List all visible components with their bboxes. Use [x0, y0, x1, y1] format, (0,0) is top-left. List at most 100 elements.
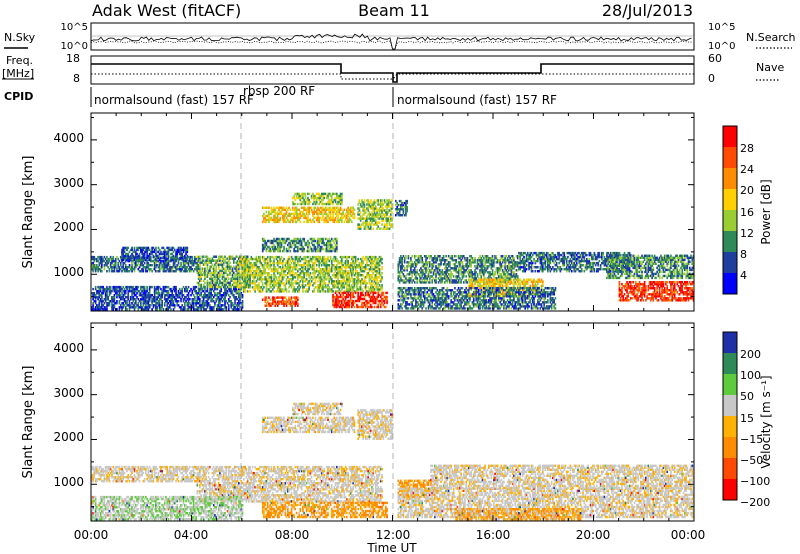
velocity-cbar-tick-neg50: −50: [740, 454, 763, 467]
power-region-6: [261, 206, 356, 224]
cpid-segment-3: normalsound (fast) 157 RF: [397, 93, 557, 107]
nsky-label: N.Sky: [4, 31, 36, 44]
velocity-cbar-swatch-1: [723, 353, 737, 375]
power-region-7: [292, 192, 343, 206]
power-cbar-tick-28: 28: [740, 142, 754, 155]
power-cbar-tick-20: 20: [740, 184, 754, 197]
power-ytick-4000: 4000: [53, 131, 84, 145]
noise-left-tick-bottom: 10^0: [61, 41, 88, 52]
freq-label-line1: Freq.: [6, 54, 33, 67]
nsearch-trace: [90, 40, 692, 50]
power-cbar-swatch-4: [723, 210, 737, 232]
power-cbar-swatch-7: [723, 273, 737, 295]
power-cbar-tick-24: 24: [740, 163, 754, 176]
frequency-trace: [91, 63, 694, 83]
frequency-strip: Freq. [MHz] Nave 18 8 60 0: [2, 52, 784, 85]
velocity-region-9: [430, 464, 694, 490]
velocity-cbar-swatch-5: [723, 437, 737, 459]
velocity-region-0: [91, 465, 201, 483]
freq-right-tick-top: 60: [708, 52, 722, 65]
power-region-10: [332, 291, 388, 309]
freq-left-tick-bottom: 8: [73, 72, 80, 85]
cpid-segment-1: normalsound (fast) 157 RF: [94, 93, 254, 107]
cpid-label: CPID: [4, 90, 33, 103]
power-cbar-tick-12: 12: [740, 227, 754, 240]
power-cbar-tick-4: 4: [740, 269, 747, 282]
freq-label-line2: [MHz]: [2, 67, 34, 80]
power-region-17: [618, 281, 694, 302]
velocity-cbar-tick-15: 15: [740, 412, 754, 425]
xtick-1600: 16:00: [476, 528, 511, 542]
velocity-cbar-swatch-7: [723, 479, 737, 501]
power-cbar-swatch-6: [723, 252, 737, 274]
velocity-cbar-tick-50: 50: [740, 390, 754, 403]
velocity-region-4: [357, 409, 393, 440]
velocity-region-1: [196, 465, 383, 503]
velocity-ytick-1000: 1000: [53, 475, 84, 489]
velocity-ylabel: Slant Range [km]: [21, 366, 36, 479]
velocity-cells: [91, 402, 694, 521]
power-region-15: [397, 287, 557, 310]
power-cbar-tick-8: 8: [740, 248, 747, 261]
power-region-16: [606, 254, 694, 280]
power-cbar-swatch-2: [723, 168, 737, 190]
velocity-region-3: [292, 402, 343, 416]
velocity-cbar-swatch-2: [723, 374, 737, 396]
velocity-panel: Slant Range [km] 4000 3000 2000 1000: [21, 322, 695, 522]
xtick-0800: 08:00: [275, 528, 310, 542]
radar-title: Adak West (fitACF): [92, 1, 241, 20]
noise-right-tick-top: 10^5: [708, 22, 735, 33]
power-region-5: [261, 237, 338, 253]
power-region-11: [395, 199, 408, 217]
velocity-region-10: [455, 508, 582, 521]
xtick-1200: 12:00: [376, 528, 411, 542]
power-cbar-swatch-5: [723, 231, 737, 253]
freq-left-tick-top: 18: [66, 52, 80, 65]
power-region-12: [397, 255, 519, 284]
freq-right-tick-bottom: 0: [708, 72, 715, 85]
power-region-9: [261, 296, 299, 307]
velocity-cbar-tick-neg100: −100: [740, 475, 770, 488]
xtick-0000: 00:00: [74, 528, 109, 542]
velocity-region-8: [397, 487, 694, 519]
velocity-ytick-2000: 2000: [53, 430, 84, 444]
velocity-cbar-tick-200: 200: [740, 348, 761, 361]
x-axis: 00:00 04:00 08:00 12:00 16:00 20:00 00:0…: [74, 528, 706, 554]
power-ytick-3000: 3000: [53, 176, 84, 190]
power-cbar-tick-16: 16: [740, 206, 754, 219]
nsky-trace: [90, 33, 692, 50]
x-axis-label: Time UT: [366, 541, 417, 554]
velocity-colorbar: 200 100 50 15 −15 −50 −100 −200 Velocity…: [722, 331, 773, 509]
power-ytick-2000: 2000: [53, 220, 84, 234]
nsearch-label: N.Search: [746, 31, 796, 44]
cpid-row: CPID normalsound (fast) 157 RF rbsp 200 …: [4, 84, 557, 107]
power-cbar-swatch-0: [723, 126, 737, 148]
beam-label: Beam 11: [358, 1, 430, 20]
xtick-0400: 04:00: [174, 528, 209, 542]
velocity-cbar-swatch-4: [723, 416, 737, 438]
velocity-region-5: [91, 495, 244, 521]
velocity-cbar-swatch-6: [723, 458, 737, 480]
velocity-cbar-tick-neg15: −15: [740, 433, 763, 446]
velocity-cbar-label: Velocity [m s⁻¹]: [759, 375, 773, 468]
nave-label: Nave: [756, 61, 784, 74]
velocity-ytick-4000: 4000: [53, 341, 84, 355]
power-region-8: [357, 199, 393, 230]
power-cbar-swatch-3: [723, 189, 737, 211]
power-ylabel: Slant Range [km]: [21, 156, 36, 269]
noise-trace: [90, 33, 692, 50]
power-ytick-1000: 1000: [53, 265, 84, 279]
nave-trace: [91, 73, 694, 80]
velocity-cbar-tick-neg200: −200: [740, 496, 770, 509]
noise-strip: N.Sky N.Search 10^5 10^0 10^5 10^0: [4, 22, 796, 52]
noise-right-tick-bottom: 10^0: [708, 41, 735, 52]
date-label: 28/Jul/2013: [602, 1, 693, 20]
velocity-cbar-swatch-3: [723, 395, 737, 417]
power-cells: [91, 192, 694, 311]
cpid-segment-2: rbsp 200 RF: [243, 84, 315, 98]
velocity-region-6: [261, 501, 388, 519]
power-region-4: [236, 255, 383, 293]
xtick-2000: 20:00: [576, 528, 611, 542]
power-cbar-label: Power [dB]: [759, 179, 773, 244]
